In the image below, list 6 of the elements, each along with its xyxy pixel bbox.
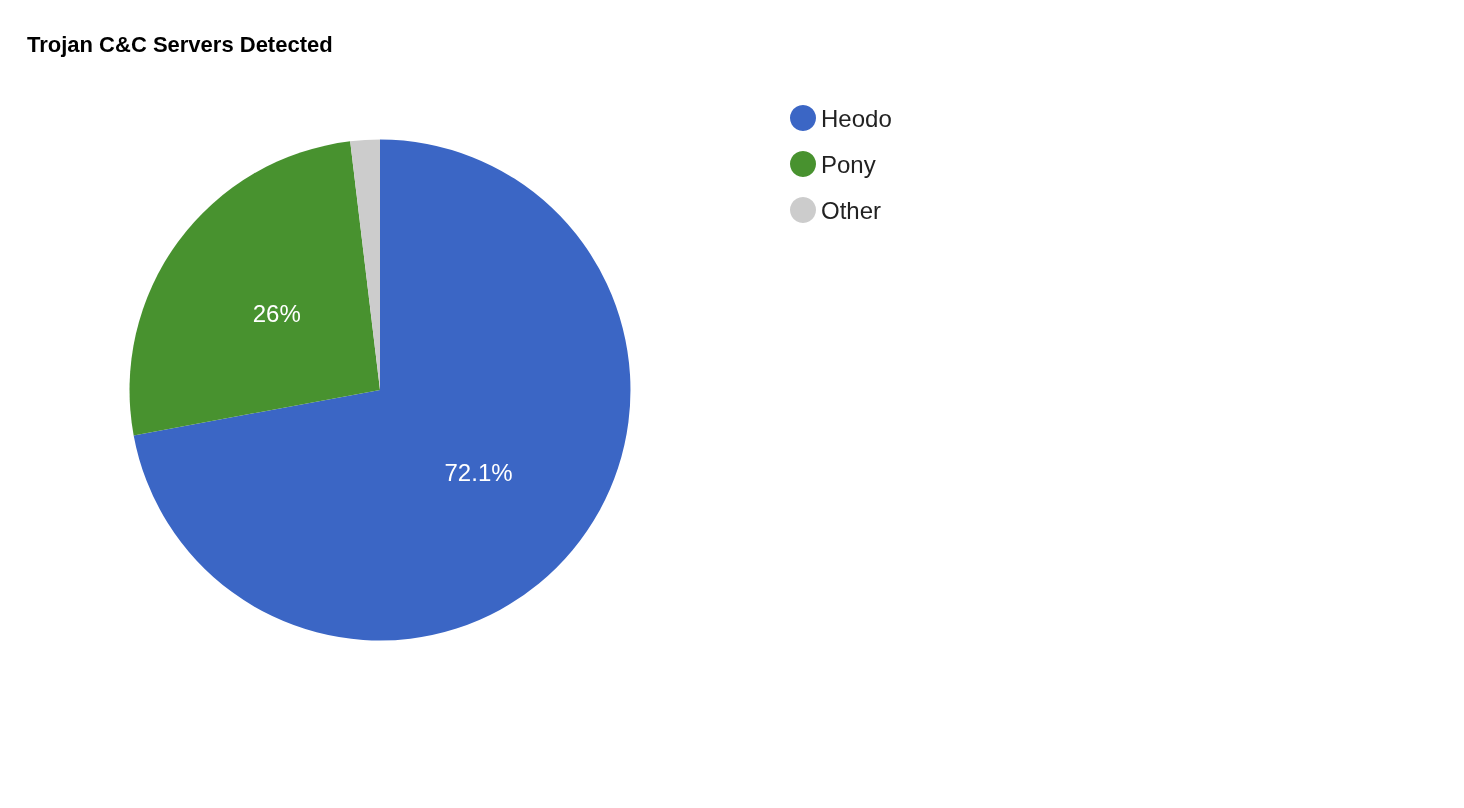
legend-label: Pony bbox=[821, 150, 876, 178]
legend-label: Heodo bbox=[821, 104, 892, 132]
data-label: 26% bbox=[252, 300, 301, 328]
legend-label: Other bbox=[821, 196, 882, 224]
chart-title: Trojan C&C Servers Detected bbox=[27, 31, 333, 57]
data-label: 72.1% bbox=[444, 458, 513, 486]
